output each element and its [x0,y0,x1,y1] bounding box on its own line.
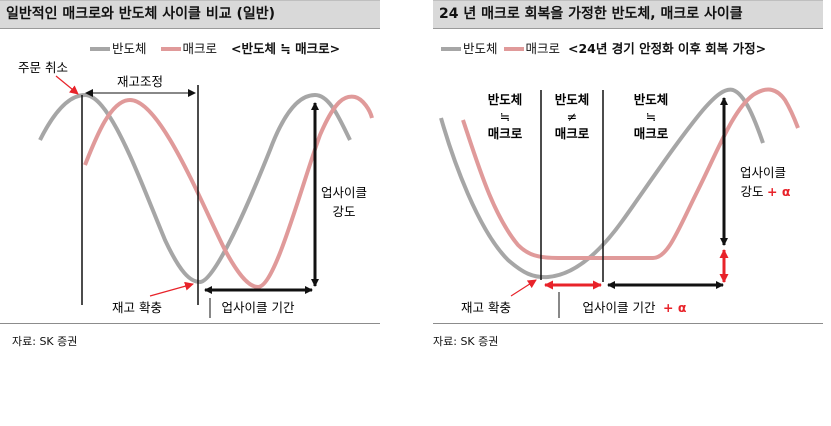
zone-1-line2: ≒ [500,109,511,124]
zone-1-line1: 반도체 [488,92,523,107]
chart-plot-right: 반도체 ≒ 매크로 반도체 ≠ 매크로 반도체 ≒ 매크로 재고 확충 업사이클… [439,87,800,318]
zone-1-line3: 매크로 [488,126,523,141]
zone-2-line1: 반도체 [555,92,590,107]
legend-item-semiconductor: 반도체 [441,41,498,56]
panel-bottom-rule [433,323,823,324]
series-line-semiconductor [439,87,765,280]
restock-label: 재고 확충 [461,300,511,315]
legend-label-macro: 매크로 [525,41,561,56]
legend-swatch-semiconductor [90,46,110,51]
legend-item-semiconductor: 반도체 [90,41,147,56]
source-note: 자료: SK 증권 [12,335,78,348]
upcycle-strength-label-line1: 업사이클 [740,165,786,180]
chart-panel-left: 일반적인 매크로와 반도체 사이클 비교 (일반) 반도체 매크로 <반도체 ≒… [0,0,380,348]
upcycle-strength-label-line1: 업사이클 [321,185,367,200]
zone-2-line2: ≠ [567,109,577,124]
chart-panel-right: 24 년 매크로 회복을 가정한 반도체, 매크로 사이클 반도체 매크로 <2… [433,0,823,348]
upcycle-period-label: 업사이클 기간 [222,300,295,315]
chart-plot-left: 재고조정 주문 취소 재고 확충 업사이클 기간 업사이클 강도 [18,60,374,318]
upcycle-period-alpha: + α [663,300,687,315]
zone-2-line3: 매크로 [555,126,590,141]
series-line-macro [461,87,800,260]
upcycle-strength-alpha: + α [767,184,791,199]
restock-pointer [510,279,537,297]
source-note: 자료: SK 증권 [433,335,499,348]
chart-title: 24 년 매크로 회복을 가정한 반도체, 매크로 사이클 [433,0,823,29]
legend-note: <반도체 ≒ 매크로> [231,41,341,56]
order-cancel-pointer [55,75,79,95]
restock-pointer [149,281,194,297]
legend-swatch-macro [503,46,524,51]
zone-3-line3: 매크로 [634,126,669,141]
chart-title: 일반적인 매크로와 반도체 사이클 비교 (일반) [0,0,380,29]
upcycle-strength-label-line2: 강도 [332,204,355,219]
panel-bottom-rule [0,323,380,324]
legend-label-semiconductor: 반도체 [112,41,147,56]
order-cancel-label: 주문 취소 [18,60,68,75]
legend-item-macro: 매크로 [160,41,218,56]
chart-legend: 반도체 매크로 <24년 경기 안정화 이후 회복 가정> [441,38,766,57]
chart-legend: 반도체 매크로 <반도체 ≒ 매크로> [90,38,340,57]
legend-label-semiconductor: 반도체 [463,41,498,56]
upcycle-period-label: 업사이클 기간 [583,300,656,315]
inventory-adjust-label: 재고조정 [117,74,163,89]
zone-3-line2: ≒ [646,109,657,124]
zone-3-line1: 반도체 [634,92,669,107]
legend-item-macro: 매크로 [503,41,561,56]
upcycle-strength-label-line2: 강도 [740,184,763,199]
legend-swatch-macro [160,46,181,51]
legend-label-macro: 매크로 [182,41,218,56]
legend-swatch-semiconductor [441,46,461,51]
legend-note: <24년 경기 안정화 이후 회복 가정> [568,41,767,56]
restock-label: 재고 확충 [112,300,162,315]
